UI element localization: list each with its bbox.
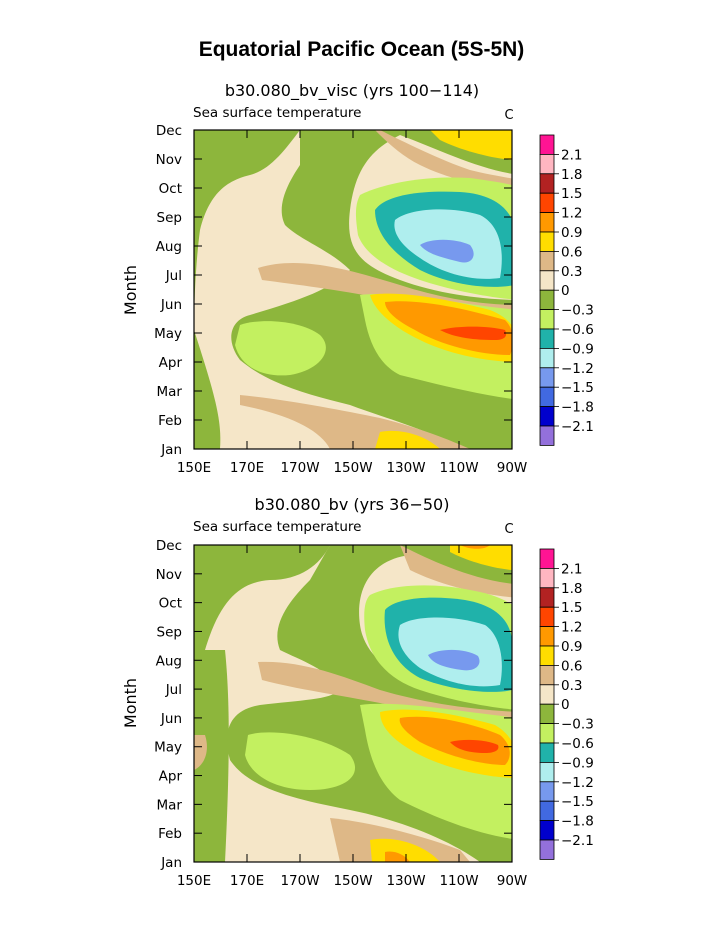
y-tick-label: Sep	[157, 210, 182, 226]
colorbar-swatch	[539, 425, 555, 446]
x-tick-label: 130W	[386, 460, 425, 476]
colorbar-swatch	[539, 212, 555, 233]
y-axis-label: Month	[121, 265, 140, 315]
x-tick-label: 170W	[280, 460, 319, 476]
colorbar-label: 0.3	[561, 264, 582, 280]
colorbar-label: 1.5	[561, 186, 582, 202]
colorbar-label: 0.9	[561, 225, 582, 241]
colorbar-label: −2.1	[561, 419, 594, 435]
colorbar-swatch	[539, 367, 555, 388]
colorbar-swatch	[539, 173, 555, 194]
panel-subtitle-left: Sea surface temperature	[193, 105, 361, 121]
y-tick-label: Jul	[165, 268, 182, 284]
colorbar-label: 0.6	[561, 244, 582, 260]
y-tick-label: Nov	[156, 152, 182, 168]
y-tick-label: Jun	[160, 297, 182, 313]
y-tick-label: Feb	[158, 413, 182, 429]
x-tick-label: 90W	[497, 460, 528, 476]
colorbar-label: −0.9	[561, 341, 594, 357]
colorbar-label: 1.2	[561, 206, 582, 222]
colorbar-swatch	[539, 406, 555, 427]
colorbar-swatch	[539, 328, 555, 349]
colorbar-label: −1.5	[561, 380, 594, 396]
y-tick-label: Aug	[156, 239, 182, 255]
y-tick-label: Jan	[160, 442, 182, 458]
colorbar-label: 0	[561, 283, 570, 299]
colorbar-label: 1.8	[561, 167, 582, 183]
colorbar-swatch	[539, 270, 555, 291]
colorbar-swatch	[539, 347, 555, 369]
colorbar-label: −0.6	[561, 322, 594, 338]
colorbar-label: −0.3	[561, 303, 594, 319]
colorbar: 2.1 1.8 1.5 1.2 0.9 0.6 0.3 0 −0.3 −0.6 −0.9 −1.2 −1…	[539, 134, 594, 446]
axes: 150E 170E 170W 150W 130W 110W 90W Jan Feb Mar Apr M…	[154, 123, 594, 476]
x-tick-label: 170E	[230, 460, 264, 476]
colorbar-label: −1.8	[561, 400, 594, 416]
page-title: Equatorial Pacific Ocean (5S-5N)	[198, 38, 525, 61]
y-tick-label: May	[154, 326, 182, 342]
colorbar-swatch	[539, 289, 555, 311]
panel-units: C	[504, 108, 513, 123]
colorbar-swatch	[539, 192, 555, 213]
colorbar-swatch	[539, 134, 555, 155]
y-tick-label: Dec	[156, 123, 182, 139]
y-tick-label: Mar	[157, 384, 183, 400]
colorbar-label: −1.2	[561, 361, 594, 377]
y-tick-label: Apr	[159, 355, 183, 371]
x-tick-label: 150E	[177, 460, 211, 476]
panel-title: b30.080_bv_visc (yrs 100−114)	[225, 81, 479, 101]
colorbar-swatch	[539, 386, 555, 408]
colorbar-label: 2.1	[561, 147, 582, 163]
y-tick-label: Oct	[159, 181, 182, 197]
colorbar-swatch	[539, 153, 555, 175]
colorbar-swatch	[539, 309, 555, 330]
colorbar-swatch	[539, 231, 555, 252]
colorbar-swatch	[539, 250, 555, 272]
x-tick-label: 150W	[333, 460, 372, 476]
contour-fills	[194, 130, 512, 449]
x-tick-label: 110W	[439, 460, 478, 476]
